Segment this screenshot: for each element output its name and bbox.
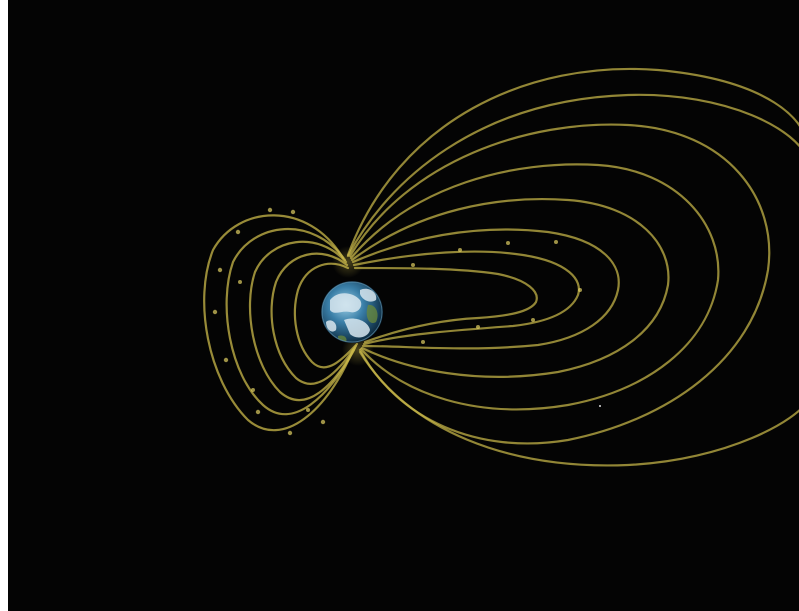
field-line-day-3 (248, 240, 357, 402)
field-line-night-outer (346, 93, 799, 258)
field-line-night-3 (349, 163, 720, 411)
nightside-field-lines (346, 67, 799, 467)
earth-icon (321, 281, 383, 343)
field-line-night-2 (348, 123, 771, 445)
star (599, 405, 601, 407)
field-line-day-2 (225, 227, 356, 416)
field-line-day-4 (270, 252, 358, 385)
field-line-day-5 (293, 262, 359, 369)
dayside-field-lines (203, 214, 359, 432)
north-pole-glow (332, 246, 364, 278)
field-line-beads (212, 207, 582, 436)
field-line-night-lower-outer (358, 350, 799, 467)
field-line-night-6 (352, 250, 580, 346)
field-line-night-4 (350, 197, 670, 378)
field-line-night-5 (351, 228, 620, 350)
magnetosphere-illustration (203, 67, 799, 467)
field-line-night-7 (353, 266, 538, 344)
image-frame (8, 0, 799, 611)
field-line-night-1 (346, 67, 799, 257)
field-line-day-1 (203, 214, 355, 432)
